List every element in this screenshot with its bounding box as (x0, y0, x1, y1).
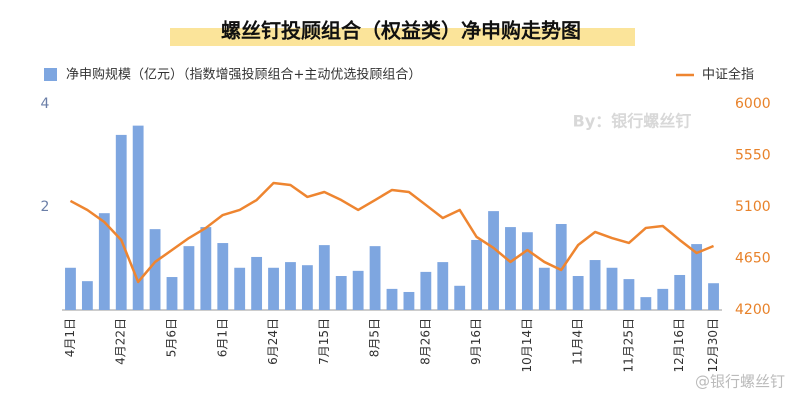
x-tick-label: 9月16日 (469, 318, 483, 365)
bar (471, 239, 483, 310)
y2-tick-label: 4200 (735, 302, 771, 318)
title-highlight (170, 28, 635, 46)
bar (318, 245, 330, 310)
bar (403, 291, 415, 310)
bar (183, 246, 195, 310)
bar (505, 227, 516, 310)
y-tick-label: 4 (41, 96, 50, 112)
y2-tick-label: 4650 (735, 251, 771, 267)
y2-tick-label: 5550 (735, 148, 771, 164)
bar (285, 262, 296, 310)
bar (454, 285, 466, 310)
watermark: By：银行螺丝钉 (573, 112, 692, 131)
bar (420, 271, 432, 310)
x-tick-label: 12月30日 (706, 318, 720, 373)
bar (98, 213, 110, 310)
x-tick-label: 4月1日 (63, 318, 77, 357)
bar (369, 246, 381, 310)
bar (166, 277, 178, 310)
bar (572, 276, 584, 310)
x-tick-label: 6月1日 (215, 318, 229, 357)
bar (149, 229, 161, 310)
bar (115, 134, 127, 310)
x-tick-label: 11月4日 (571, 318, 585, 365)
bar (234, 267, 246, 310)
bar (301, 265, 313, 310)
legend-label: 净申购规模（亿元）（指数增强投顾组合+主动优选投顾组合） (66, 67, 421, 83)
x-tick-label: 5月6日 (165, 318, 179, 357)
legend-label: 中证全指 (702, 67, 754, 83)
line (69, 181, 715, 284)
x-tick-label: 10月14日 (520, 318, 534, 373)
bar (352, 270, 364, 310)
bar (674, 274, 686, 310)
bar (268, 267, 279, 310)
bar (132, 125, 144, 310)
x-tick-label: 12月16日 (672, 318, 686, 373)
x-tick-label: 11月25日 (621, 318, 635, 373)
weibo-mark: @银行螺丝钉 (695, 373, 785, 391)
y-tick-label: 2 (41, 199, 50, 215)
bar (555, 223, 567, 310)
legend-swatch (44, 68, 57, 81)
bar (437, 262, 449, 310)
x-tick-label: 4月22日 (114, 318, 128, 365)
bar (623, 279, 635, 310)
bar (538, 267, 550, 310)
bar (335, 276, 347, 310)
y2-tick-label: 5100 (735, 199, 771, 215)
bar (521, 232, 533, 310)
x-tick-label: 8月5日 (368, 318, 382, 357)
bar (589, 260, 601, 310)
bar (251, 256, 263, 310)
bar (386, 288, 398, 310)
bar (640, 297, 652, 310)
bar (488, 211, 499, 310)
x-tick-label: 6月24日 (266, 318, 280, 365)
bar (217, 243, 229, 310)
bar (65, 267, 76, 310)
y2-tick-label: 6000 (735, 96, 771, 112)
bar (691, 244, 703, 310)
bar (81, 281, 93, 310)
x-tick-label: 7月15日 (317, 318, 331, 365)
bar (657, 288, 669, 310)
bar (200, 227, 212, 310)
chart-title: 螺丝钉投顾组合（权益类）净申购走势图 (221, 19, 581, 43)
bar (606, 267, 618, 310)
bar (708, 283, 719, 310)
x-tick-label: 8月26日 (418, 318, 432, 365)
